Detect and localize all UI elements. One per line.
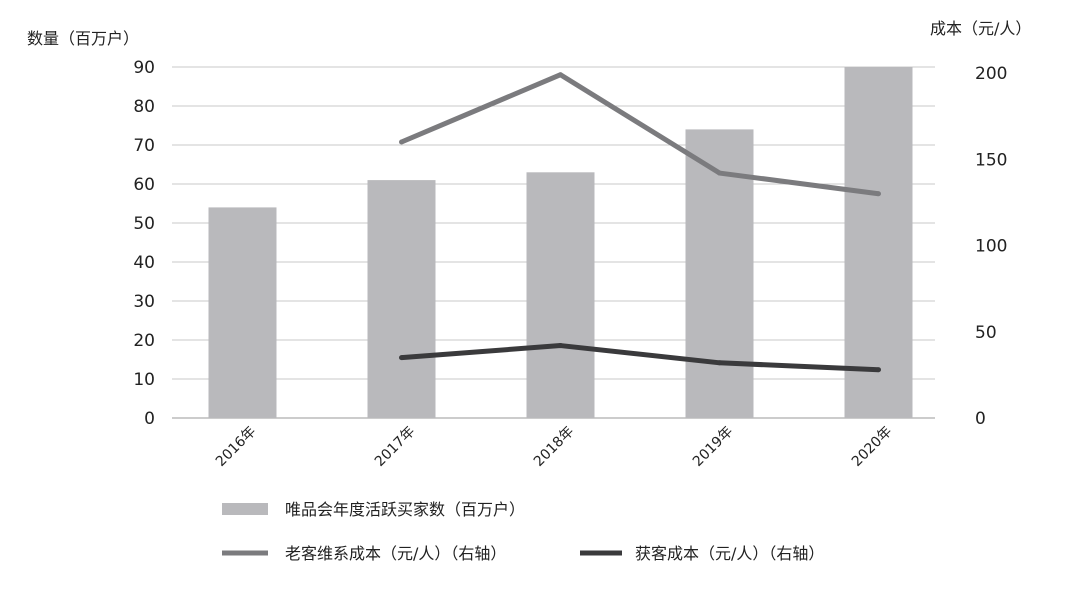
y-tick-label: 60 [133,175,155,195]
legend: 唯品会年度活跃买家数（百万户） 老客维系成本（元/人）（右轴） 获客成本（元/人… [222,500,824,563]
y-tick-label: 30 [133,292,155,312]
x-tick-label: 2019年 [690,424,736,470]
y-tick-label: 40 [133,253,155,273]
line-point [876,191,881,197]
bar-series [208,67,913,418]
y-tick-label: 70 [133,136,155,156]
y2-tick-label: 200 [975,64,1007,84]
y2-tick-label: 100 [975,237,1007,257]
line-point [717,170,722,176]
line-series [399,72,881,373]
line-point [717,360,722,366]
legend-label-acquisition-cost: 获客成本（元/人）（右轴） [635,544,824,563]
legend-swatch-bar [222,503,268,515]
y2-tick-label: 50 [975,323,997,343]
y-tick-label: 0 [144,409,155,429]
line-point [558,343,563,349]
y-tick-label: 90 [133,58,155,78]
legend-label-active-buyers: 唯品会年度活跃买家数（百万户） [285,500,525,519]
y-tick-label: 20 [133,331,155,351]
y-tick-label: 10 [133,370,155,390]
x-tick-label: 2017年 [372,424,418,470]
line-point [399,355,404,361]
y-tick-label: 80 [133,97,155,117]
left-axis-title: 数量（百万户） [27,29,139,48]
legend-label-retention-cost: 老客维系成本（元/人）（右轴） [285,544,506,563]
y-tick-label: 50 [133,214,155,234]
bar [844,67,913,418]
line-point [876,367,881,373]
x-tick-label: 2018年 [531,424,577,470]
series-line [401,343,879,373]
bar [367,180,436,418]
x-tick-label: 2016年 [213,424,259,470]
bar [526,172,595,418]
line-point [399,139,404,145]
line-point [558,72,563,78]
right-axis-title: 成本（元/人） [930,19,1031,38]
y2-tick-label: 0 [975,409,986,429]
series-line [400,72,879,197]
bar [208,207,277,418]
y2-tick-label: 150 [975,150,1007,170]
x-tick-label: 2020年 [849,424,895,470]
